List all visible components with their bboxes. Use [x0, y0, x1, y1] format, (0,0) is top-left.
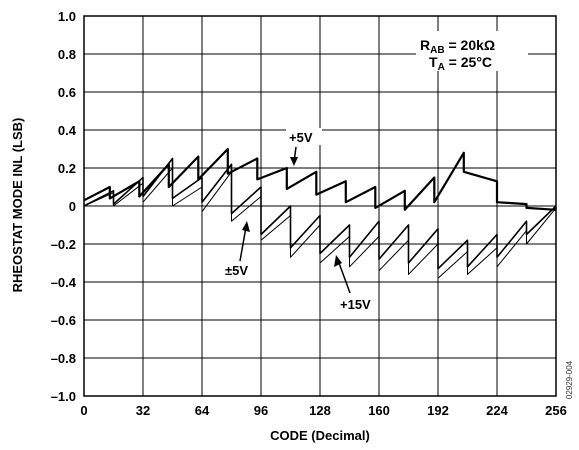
annotation-plus15v-label: +15V	[340, 297, 371, 312]
plot-frame	[83, 15, 557, 397]
y-tick-label: –0.8	[51, 351, 76, 366]
x-tick-label: 64	[195, 403, 210, 418]
ta-main: T	[429, 54, 438, 70]
ta-sub: A	[438, 62, 445, 73]
annotation-plus5v-arrowhead	[290, 157, 298, 166]
x-tick-label: 160	[368, 403, 390, 418]
y-tick-label: 0.6	[58, 85, 76, 100]
x-tick-label: 32	[136, 403, 150, 418]
y-axis-title: RHEOSTAT MODE INL (LSB)	[10, 118, 25, 293]
x-tick-label: 0	[80, 403, 87, 418]
x-tick-label: 128	[309, 403, 331, 418]
annotation-plus15v: +15V	[334, 255, 378, 312]
grid	[84, 16, 556, 396]
y-tick-label: 0.2	[58, 161, 76, 176]
series-line-3	[83, 167, 557, 279]
annotation-plus5v: +5V	[286, 128, 322, 166]
svg-text:TA = 25°C: TA = 25°C	[429, 54, 492, 73]
annotation-pm5v-arrow-shaft	[239, 226, 247, 262]
y-tick-label: –0.2	[51, 237, 76, 252]
x-tick-label: 96	[254, 403, 268, 418]
y-tick-label: –0.4	[51, 275, 77, 290]
ta-value: = 25°C	[445, 54, 492, 70]
y-tick-label: 0.8	[58, 47, 76, 62]
x-axis-title: CODE (Decimal)	[270, 428, 370, 443]
annotation-pm5v: ±5V	[223, 221, 259, 278]
annotation-pm5v-bg	[223, 261, 259, 278]
rab-main: R	[420, 37, 430, 53]
rab-value: = 20kΩ	[445, 37, 496, 53]
y-tick-label: 0.4	[58, 123, 77, 138]
annotation-plus15v-arrow-shaft	[338, 262, 351, 294]
conditions-label: RAB = 20kΩ TA = 25°C	[416, 31, 528, 73]
rab-sub: AB	[430, 45, 444, 56]
y-tick-label: –0.6	[51, 313, 76, 328]
annotation-plus15v-bg	[336, 295, 378, 312]
annotation-pm5v-label: ±5V	[225, 263, 248, 278]
y-tick-label: –1.0	[51, 389, 76, 404]
annotation-plus15v-arrowhead	[334, 255, 342, 267]
tick-labels: 0 32 64 96 128 160 192 224 256 1.0 0.8 0.6 0.4 0.2 0 –0…	[51, 9, 567, 418]
series-layer	[83, 147, 557, 279]
y-tick-label: 0	[69, 199, 76, 214]
x-tick-label: 224	[486, 403, 508, 418]
y-tick-label: 1.0	[58, 9, 76, 24]
x-tick-label: 256	[545, 403, 567, 418]
annotation-pm5v-arrowhead	[242, 221, 250, 232]
x-tick-label: 192	[427, 403, 449, 418]
figure-id-watermark: 02929-004	[565, 360, 574, 399]
conditions-bg	[416, 31, 528, 71]
series-line-1	[83, 147, 557, 211]
annotation-plus5v-label: +5V	[289, 130, 313, 145]
annotation-plus5v-bg	[286, 128, 322, 145]
svg-text:RAB = 20kΩ: RAB = 20kΩ	[420, 37, 495, 56]
